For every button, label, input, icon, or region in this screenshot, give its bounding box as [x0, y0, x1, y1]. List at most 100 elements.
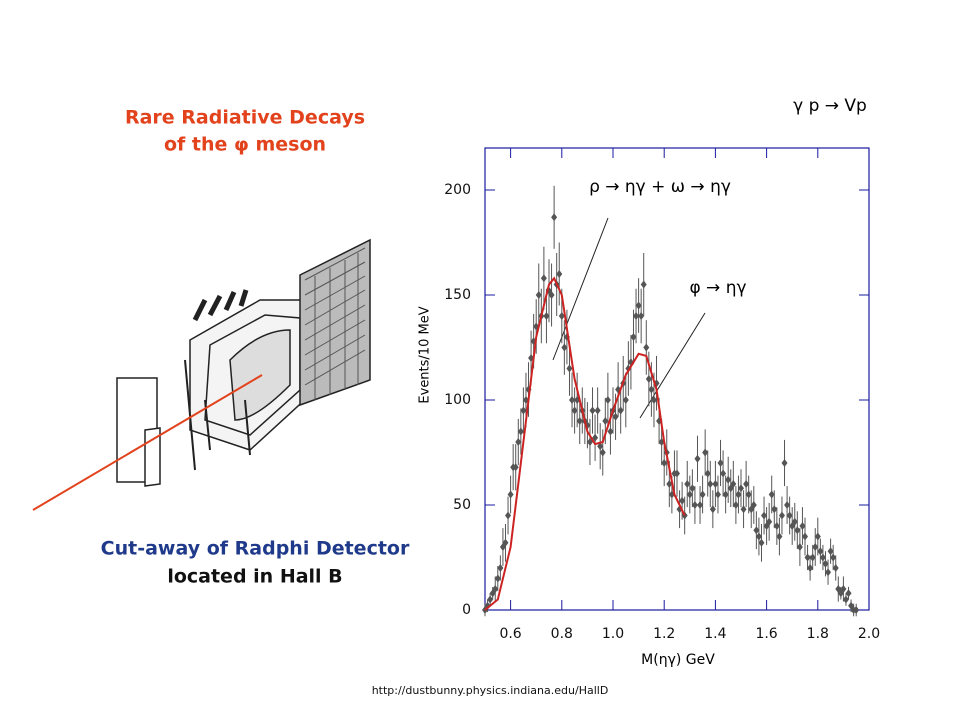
data-point	[704, 469, 711, 478]
data-point	[771, 505, 778, 514]
data-point	[640, 280, 647, 289]
data-point	[781, 459, 788, 467]
data-point	[709, 505, 716, 514]
data-point	[830, 553, 837, 562]
data-point	[768, 490, 775, 499]
x-tick-label: 1.4	[704, 626, 726, 642]
data-point	[638, 312, 645, 320]
data-point	[517, 427, 524, 436]
data-point	[745, 490, 752, 499]
data-point	[794, 526, 801, 535]
data-point	[594, 406, 601, 415]
data-point	[679, 496, 686, 505]
data-point	[720, 469, 727, 478]
data-point	[505, 511, 512, 520]
data-point	[761, 511, 768, 520]
data-point	[814, 532, 821, 541]
data-point	[730, 480, 737, 488]
data-point	[515, 438, 522, 446]
data-point	[622, 396, 629, 404]
data-point	[617, 406, 624, 415]
data-point	[543, 312, 550, 320]
data-point	[551, 213, 558, 222]
data-point	[722, 490, 729, 499]
data-point	[569, 396, 576, 404]
annotation: φ → ηγ	[689, 278, 746, 298]
data-point	[786, 511, 793, 520]
annotation: γ p → Vp	[793, 96, 867, 116]
data-point	[689, 484, 696, 493]
x-tick-label: 2.0	[858, 626, 880, 642]
data-point	[599, 448, 606, 457]
data-point	[548, 291, 555, 299]
data-point	[825, 568, 832, 577]
data-point	[699, 490, 706, 499]
data-point	[691, 501, 698, 509]
data-point	[702, 448, 709, 457]
fit-curve	[484, 276, 686, 611]
data-point	[497, 564, 504, 572]
data-point	[648, 385, 655, 394]
x-tick-label: 1.8	[807, 626, 829, 642]
data-point	[684, 480, 691, 488]
data-point	[791, 517, 798, 526]
data-point	[487, 595, 494, 604]
data-point	[832, 564, 839, 572]
data-point	[853, 606, 860, 614]
data-point	[612, 412, 619, 421]
detector-drawing	[116, 238, 371, 487]
data-point	[778, 511, 785, 520]
data-point	[753, 526, 760, 535]
slide-title: of the φ meson	[164, 134, 326, 156]
plot-frame	[484, 147, 870, 611]
data-point	[602, 417, 609, 425]
data-point	[755, 532, 762, 541]
data-point	[817, 547, 824, 556]
data-point	[576, 417, 583, 425]
data-point	[802, 532, 808, 541]
data-point	[776, 532, 783, 541]
x-axis-label: M(ηγ) GeV	[641, 652, 715, 668]
data-point	[607, 427, 614, 436]
data-point	[674, 469, 680, 478]
data-point	[707, 480, 714, 488]
y-tick-label: 100	[444, 392, 471, 408]
data-point	[840, 585, 847, 593]
data-point	[743, 480, 750, 488]
x-tick-label: 0.6	[499, 626, 521, 642]
y-axis-label: Events/10 MeV	[418, 306, 433, 403]
y-tick-label: 200	[444, 182, 471, 198]
data-point	[635, 301, 642, 310]
data-point	[604, 396, 611, 404]
data-point	[645, 375, 652, 383]
data-point	[842, 595, 849, 604]
data-point	[571, 406, 578, 415]
annotation-pointer	[552, 217, 609, 361]
data-point	[812, 543, 819, 551]
data-point	[535, 291, 542, 299]
caption: Cut-away of Radphi Detector	[101, 538, 410, 560]
data-point	[630, 333, 637, 341]
data-point	[732, 501, 739, 509]
y-tick-label: 50	[453, 497, 471, 513]
data-point	[492, 585, 499, 593]
beam-line	[32, 374, 263, 511]
data-point	[561, 343, 568, 352]
data-point	[714, 490, 721, 499]
data-point	[822, 559, 829, 568]
data-point	[643, 343, 650, 352]
data-point	[740, 505, 747, 514]
data-point	[540, 274, 547, 283]
data-point	[809, 553, 816, 562]
data-point	[589, 406, 596, 415]
data-point	[738, 484, 744, 493]
data-point	[597, 442, 604, 451]
data-point	[819, 553, 826, 562]
data-point	[633, 312, 640, 320]
data-point	[558, 312, 565, 320]
annotation: ρ → ηγ + ω → ηγ	[589, 177, 731, 197]
x-tick-label: 1.6	[755, 626, 777, 642]
data-point	[566, 364, 573, 373]
y-tick-label: 0	[462, 602, 471, 618]
